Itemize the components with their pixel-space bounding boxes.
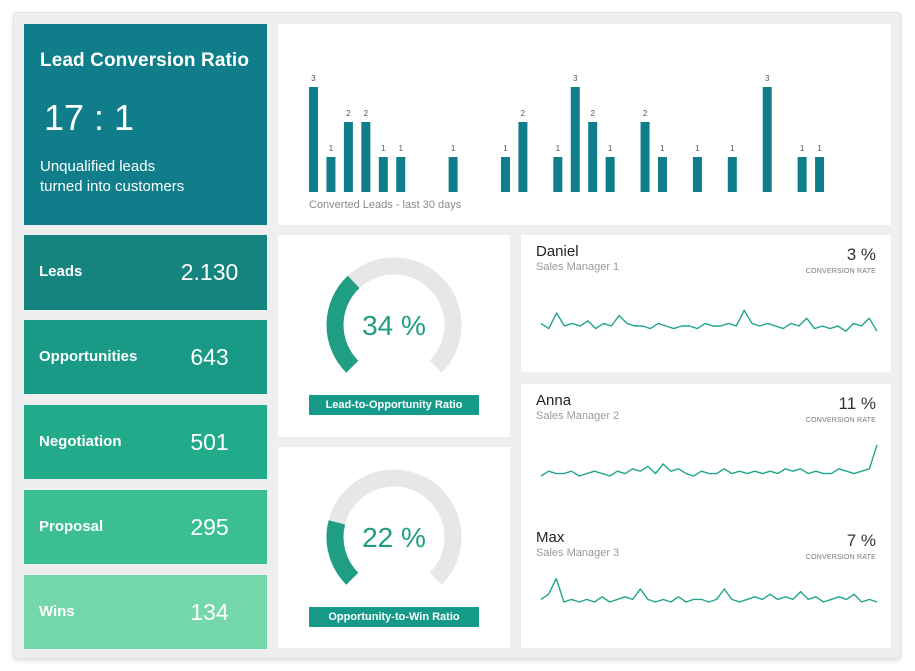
ratio-value: 17 : 1 [44, 97, 135, 138]
bar [762, 87, 772, 192]
bar-value-label: 2 [643, 109, 648, 118]
funnel-stage-opportunities: Opportunities 643 [24, 320, 267, 394]
bar-value-label: 2 [346, 109, 351, 118]
bar-value-label: 1 [503, 144, 508, 153]
bar [500, 157, 510, 192]
gauge-label: Lead-to-Opportunity Ratio [309, 395, 479, 415]
stage-value: 295 [190, 514, 229, 540]
sparkline [540, 577, 878, 603]
lead-conversion-ratio-card: Lead Conversion Ratio 17 : 1 Unqualified… [24, 24, 267, 225]
bar-value-label: 3 [311, 74, 316, 83]
gauge-value: 34 % [362, 310, 426, 341]
stage-label: Proposal [39, 518, 104, 535]
bar [343, 122, 353, 192]
sparkline-path [540, 444, 878, 477]
bar [378, 157, 388, 192]
sparkline [540, 309, 878, 332]
conversion-rate-label: CONVERSION RATE [805, 554, 876, 561]
sparkline [540, 444, 878, 477]
funnel-stage-negotiation: Negotiation 501 [24, 405, 267, 479]
gauge-fill [326, 275, 360, 373]
person-role: Sales Manager 3 [536, 547, 620, 559]
bar-value-label: 1 [556, 144, 561, 153]
stage-label: Opportunities [39, 348, 138, 365]
bar [692, 157, 702, 192]
funnel-stage-leads: Leads 2.130 [24, 235, 267, 310]
conversion-rate-label: CONVERSION RATE [805, 268, 876, 275]
bar-value-label: 1 [381, 144, 386, 153]
bar [396, 157, 406, 192]
x-axis-label: Converted Leads - last 30 days [309, 199, 462, 211]
conversion-rate-value: 7 % [846, 531, 876, 550]
bar [640, 122, 650, 192]
bar [815, 157, 825, 192]
bar-value-label: 1 [800, 144, 805, 153]
person-role: Sales Manager 2 [536, 410, 620, 422]
bar-value-label: 3 [765, 74, 770, 83]
bar-value-label: 1 [660, 144, 665, 153]
conversion-rate-value: 3 % [846, 245, 876, 264]
bar [309, 87, 318, 192]
ratio-description: Unqualified leads turned into customers [40, 158, 185, 195]
bar-value-label: 1 [695, 144, 700, 153]
bar [797, 157, 807, 192]
stage-label: Wins [39, 603, 75, 620]
stage-value: 2.130 [180, 259, 239, 285]
stage-value: 643 [190, 344, 229, 370]
gauge-value: 22 % [362, 522, 426, 553]
bar-value-label: 1 [608, 144, 613, 153]
person-name: Anna [536, 392, 572, 409]
bar [570, 87, 580, 192]
sales-manager-card-max: Max Sales Manager 3 7 % CONVERSION RATE [521, 521, 891, 648]
bar-value-label: 2 [590, 109, 595, 118]
opportunity-to-win-gauge: 22 % Opportunity-to-Win Ratio [278, 447, 510, 648]
bar-chart: 3 1 2 2 1 1 1 1 2 1 3 2 1 2 1 1 1 3 1 1 Converted Leads - la… [309, 74, 825, 211]
gauge-fill [326, 520, 359, 585]
bar [326, 157, 336, 192]
card-title: Lead Conversion Ratio [40, 50, 250, 71]
conversion-rate-value: 11 % [838, 394, 877, 413]
bar [727, 157, 737, 192]
bar-value-label: 1 [730, 144, 735, 153]
sparkline-path [540, 309, 878, 332]
funnel-stage-proposal: Proposal 295 [24, 490, 267, 564]
bar-value-label: 1 [399, 144, 404, 153]
bar [553, 157, 563, 192]
stage-value: 134 [190, 599, 229, 625]
bar-value-label: 3 [573, 74, 578, 83]
bar [588, 122, 598, 192]
stage-label: Leads [39, 263, 83, 280]
bar-value-label: 2 [521, 109, 526, 118]
bar [658, 157, 667, 192]
funnel-stage-wins: Wins 134 [24, 575, 267, 649]
gauge-label: Opportunity-to-Win Ratio [309, 607, 479, 627]
person-name: Max [536, 529, 565, 546]
bar-value-label: 1 [329, 144, 334, 153]
person-name: Daniel [536, 243, 579, 260]
bar [361, 122, 371, 192]
conversion-rate-label: CONVERSION RATE [805, 417, 876, 424]
bar-value-label: 2 [364, 109, 369, 118]
person-role: Sales Manager 1 [536, 261, 620, 273]
bar [605, 157, 615, 192]
bar-value-label: 1 [817, 144, 822, 153]
lead-to-opportunity-gauge: 34 % Lead-to-Opportunity Ratio [278, 235, 510, 437]
stage-label: Negotiation [39, 433, 122, 450]
bar [448, 157, 458, 192]
sparkline-path [540, 577, 878, 603]
bar [518, 122, 528, 192]
sales-manager-card-daniel: Daniel Sales Manager 1 3 % CONVERSION RA… [521, 235, 891, 372]
converted-leads-chart: 3 1 2 2 1 1 1 1 2 1 3 2 1 2 1 1 1 3 1 1 Converted Leads - la… [278, 24, 891, 225]
sales-manager-card-anna: Anna Sales Manager 2 11 % CONVERSION RAT… [521, 384, 891, 521]
bar-value-label: 1 [451, 144, 456, 153]
stage-value: 501 [190, 429, 229, 455]
